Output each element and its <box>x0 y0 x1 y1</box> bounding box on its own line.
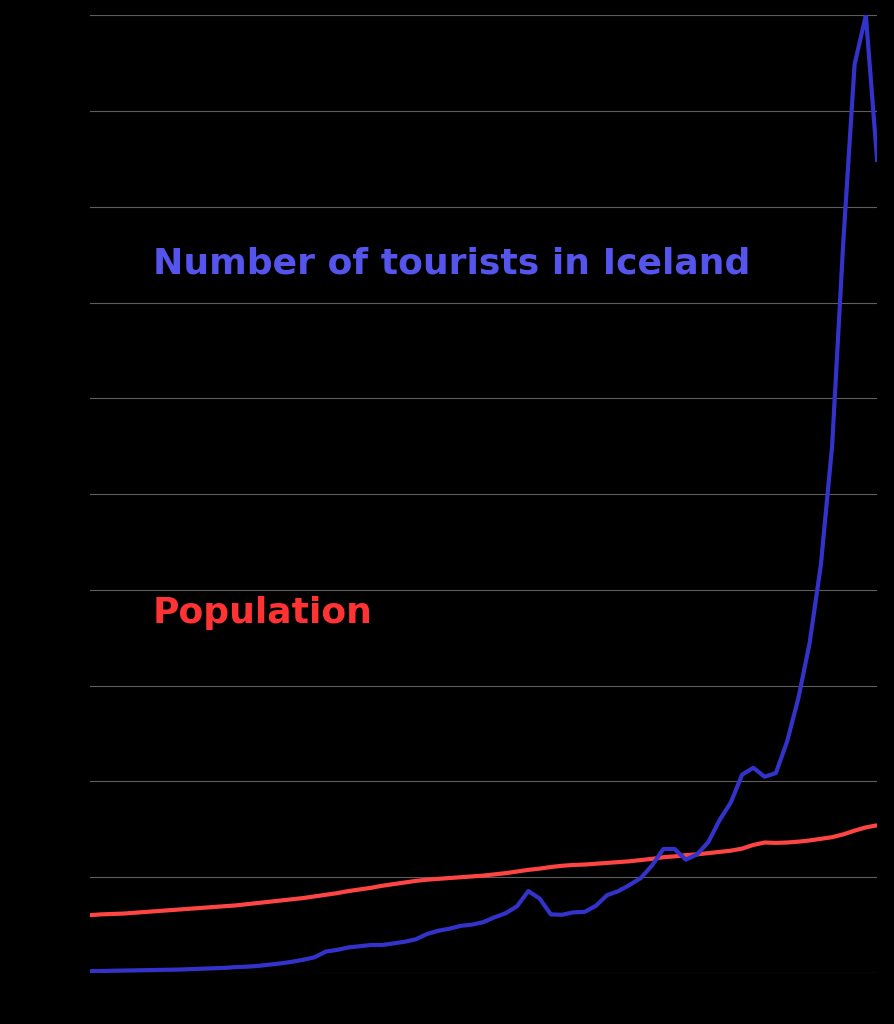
Text: Population: Population <box>152 596 372 631</box>
Text: Number of tourists in Iceland: Number of tourists in Iceland <box>152 247 749 281</box>
